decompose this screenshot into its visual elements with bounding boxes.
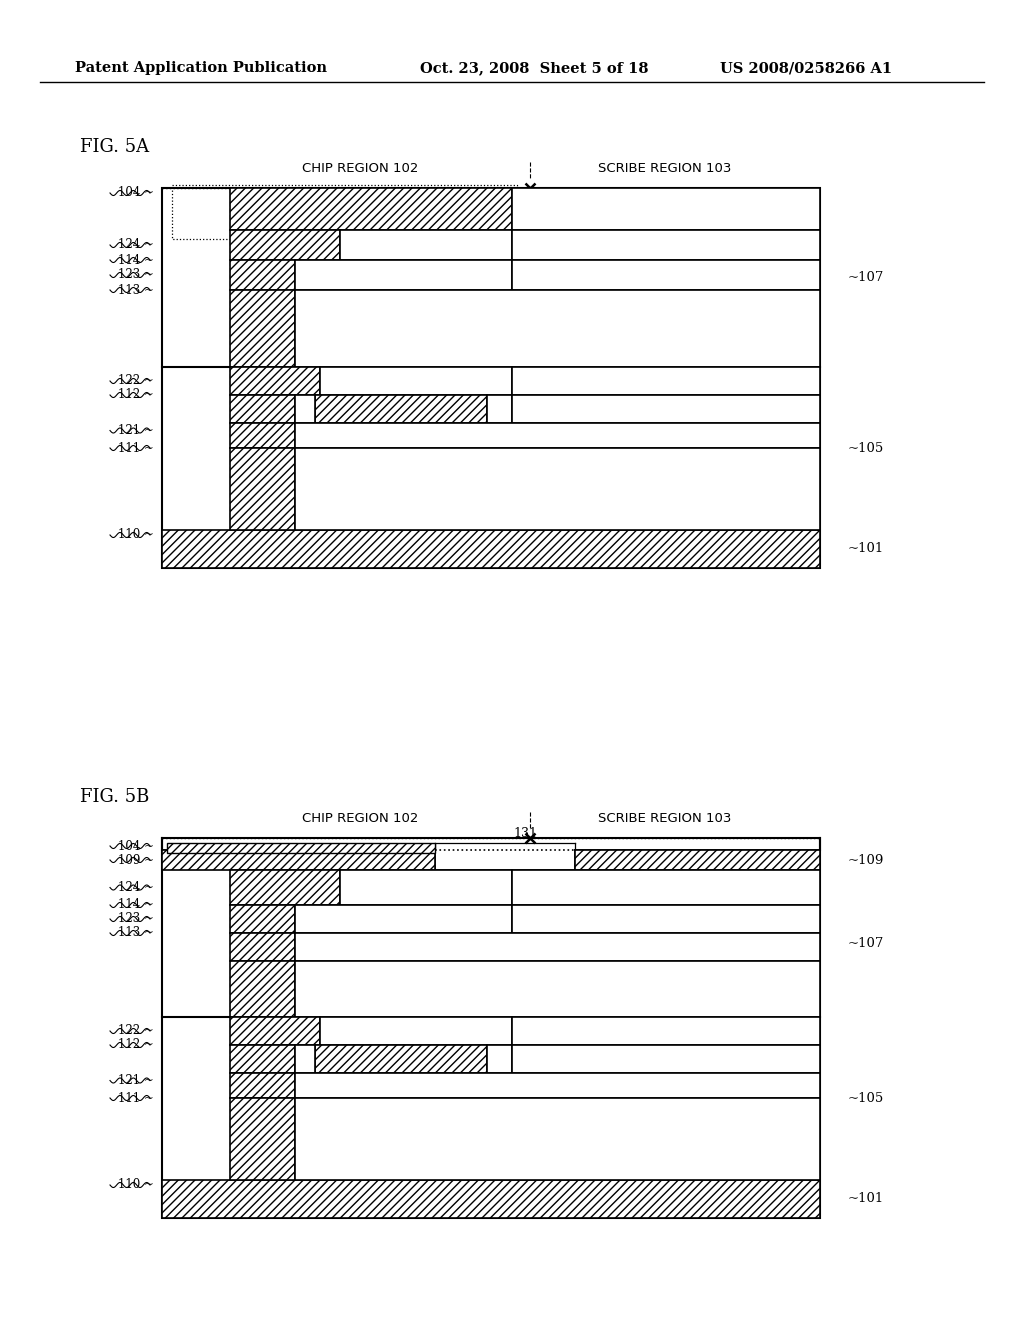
Text: 113 ~: 113 ~	[118, 927, 154, 940]
Text: ~105: ~105	[848, 1092, 885, 1105]
Bar	[167, 843, 435, 853]
Bar	[230, 260, 295, 290]
Bar	[230, 395, 295, 422]
Text: 122 ~: 122 ~	[118, 1024, 154, 1038]
Bar	[230, 1098, 295, 1180]
Text: 121 ~: 121 ~	[118, 1074, 154, 1086]
Bar	[230, 933, 295, 961]
Bar	[295, 290, 820, 367]
Bar	[512, 367, 820, 395]
Bar	[512, 1045, 820, 1073]
Text: ~107: ~107	[848, 937, 885, 950]
Bar	[230, 187, 512, 230]
Bar	[295, 447, 820, 531]
Text: ~107: ~107	[848, 271, 885, 284]
Bar	[162, 187, 820, 568]
Bar	[295, 422, 820, 447]
Bar	[230, 906, 295, 933]
Text: 112 ~: 112 ~	[118, 1039, 154, 1052]
Bar	[319, 1016, 512, 1045]
Text: 112 ~: 112 ~	[118, 388, 154, 401]
Text: CHIP REGION 102: CHIP REGION 102	[302, 812, 418, 825]
Bar	[230, 447, 295, 531]
Bar	[295, 961, 820, 1016]
Bar	[340, 870, 512, 906]
Text: 111 ~: 111 ~	[118, 441, 154, 454]
Bar	[319, 367, 512, 395]
Bar	[230, 290, 295, 367]
Text: 124 ~: 124 ~	[118, 880, 154, 894]
Bar	[487, 1045, 512, 1073]
Bar	[487, 395, 512, 422]
Bar	[512, 260, 820, 290]
Text: Oct. 23, 2008  Sheet 5 of 18: Oct. 23, 2008 Sheet 5 of 18	[420, 61, 648, 75]
Bar	[295, 906, 512, 933]
Text: FIG. 5B: FIG. 5B	[80, 788, 150, 807]
Text: ~105: ~105	[848, 442, 885, 455]
Bar	[162, 850, 435, 870]
Bar	[512, 906, 820, 933]
Text: 111 ~: 111 ~	[118, 1092, 154, 1105]
Text: ~101: ~101	[848, 543, 885, 556]
Bar	[295, 1098, 820, 1180]
Bar	[295, 1073, 820, 1098]
Text: ~109: ~109	[848, 854, 885, 866]
Text: 123 ~: 123 ~	[118, 268, 154, 281]
Text: 131: 131	[513, 828, 537, 840]
Bar	[575, 850, 820, 870]
Text: 110 ~: 110 ~	[118, 528, 154, 541]
Bar	[315, 395, 487, 422]
Text: 121 ~: 121 ~	[118, 424, 154, 437]
Text: 114 ~: 114 ~	[118, 899, 154, 912]
Bar	[230, 870, 340, 906]
Bar	[230, 367, 319, 395]
Bar	[230, 422, 295, 447]
Text: US 2008/0258266 A1: US 2008/0258266 A1	[720, 61, 892, 75]
Bar	[295, 1045, 315, 1073]
Text: ~101: ~101	[848, 1192, 885, 1205]
Bar	[512, 230, 820, 260]
Text: 110 ~: 110 ~	[118, 1179, 154, 1192]
Bar	[512, 870, 820, 906]
Text: 122 ~: 122 ~	[118, 375, 154, 388]
Text: 104 ~: 104 ~	[118, 186, 154, 199]
Bar	[295, 260, 512, 290]
Text: Patent Application Publication: Patent Application Publication	[75, 61, 327, 75]
Text: SCRIBE REGION 103: SCRIBE REGION 103	[598, 161, 732, 174]
Bar	[230, 230, 340, 260]
Text: FIG. 5A: FIG. 5A	[80, 139, 150, 156]
Text: SCRIBE REGION 103: SCRIBE REGION 103	[598, 812, 732, 825]
Bar	[230, 1045, 295, 1073]
Bar	[230, 1073, 295, 1098]
Bar	[340, 230, 512, 260]
Text: 104 ~: 104 ~	[118, 840, 154, 853]
Text: CHIP REGION 102: CHIP REGION 102	[302, 161, 418, 174]
Text: 113 ~: 113 ~	[118, 284, 154, 297]
Bar	[315, 1045, 487, 1073]
Text: 109 ~: 109 ~	[118, 854, 154, 866]
Bar	[512, 187, 820, 230]
Bar	[512, 395, 820, 422]
Bar	[295, 933, 820, 961]
Bar	[162, 838, 820, 1218]
Bar	[162, 1180, 820, 1218]
Bar	[230, 1016, 319, 1045]
Text: 114 ~: 114 ~	[118, 253, 154, 267]
Text: 124 ~: 124 ~	[118, 239, 154, 252]
Bar	[162, 531, 820, 568]
Bar	[512, 1016, 820, 1045]
Text: 123 ~: 123 ~	[118, 912, 154, 925]
Bar	[230, 961, 295, 1016]
Bar	[295, 395, 315, 422]
